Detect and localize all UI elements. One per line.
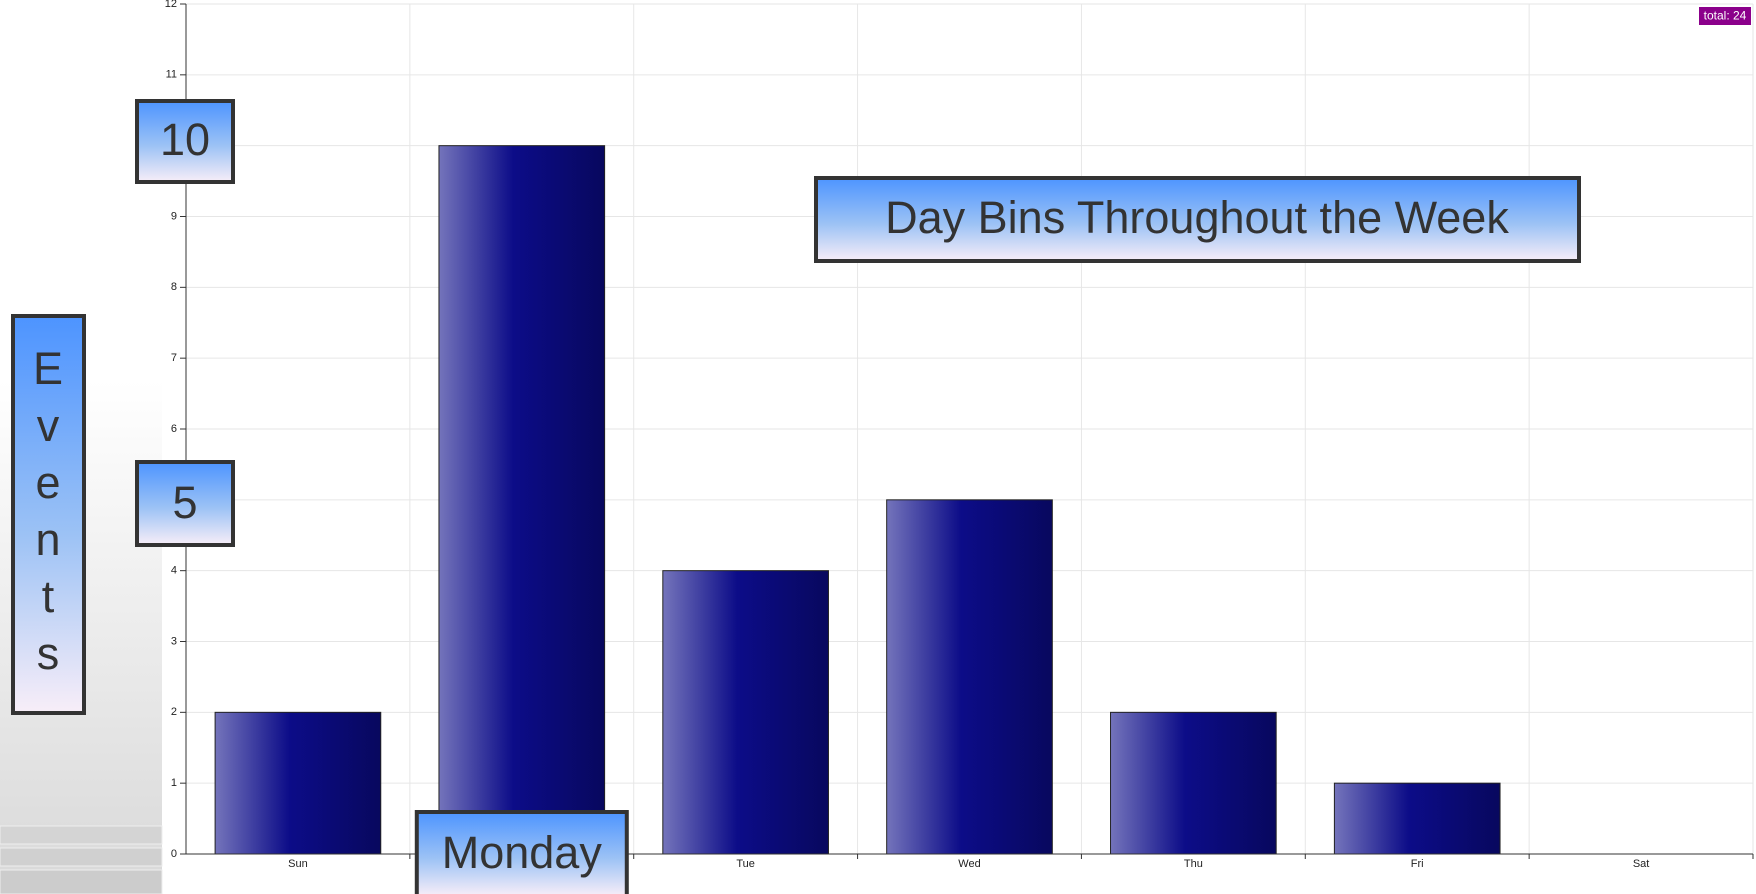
chart-title: Day Bins Throughout the Week xyxy=(885,192,1509,243)
y-tick-highlight: 5 xyxy=(172,477,197,528)
x-tick-label: Sun xyxy=(288,858,308,870)
bar xyxy=(438,145,606,855)
x-tick-label: Wed xyxy=(958,858,980,870)
x-tick-label: Fri xyxy=(1411,858,1424,870)
y-tick-highlight: 10 xyxy=(160,114,210,165)
title-box: Day Bins Throughout the Week xyxy=(814,176,1581,263)
y-tick-label: 7 xyxy=(171,352,177,364)
y-tick-label: 6 xyxy=(171,423,177,435)
category-highlight-box xyxy=(414,810,629,894)
y-tick-label: 9 xyxy=(171,210,177,222)
plot-area: 0123456789101112SunMonTueWedThuFriSat xyxy=(165,0,1754,870)
y-tick-label: 1 xyxy=(171,777,177,789)
bar xyxy=(662,570,829,855)
x-tick-label: Thu xyxy=(1184,858,1203,870)
bar xyxy=(1110,711,1277,855)
x-tick-label: Tue xyxy=(736,858,755,870)
y-tick-label: 12 xyxy=(165,0,177,10)
y-tick-label: 0 xyxy=(171,848,177,860)
bar xyxy=(1333,782,1501,855)
x-tick-label: Sat xyxy=(1633,858,1650,870)
y-tick-label: 4 xyxy=(171,565,177,577)
total-badge: total: 24 xyxy=(1699,7,1751,25)
y-tick-label: 8 xyxy=(171,281,177,293)
bar xyxy=(886,499,1053,855)
tick-highlight: 10 5 xyxy=(135,99,235,547)
total-label: total: 24 xyxy=(1704,9,1747,23)
y-tick-label: 11 xyxy=(166,69,177,81)
y-tick-label: 2 xyxy=(171,706,177,718)
y-tick-label: 3 xyxy=(171,635,177,647)
category-highlight: Monday xyxy=(442,827,603,878)
bar xyxy=(214,711,382,855)
